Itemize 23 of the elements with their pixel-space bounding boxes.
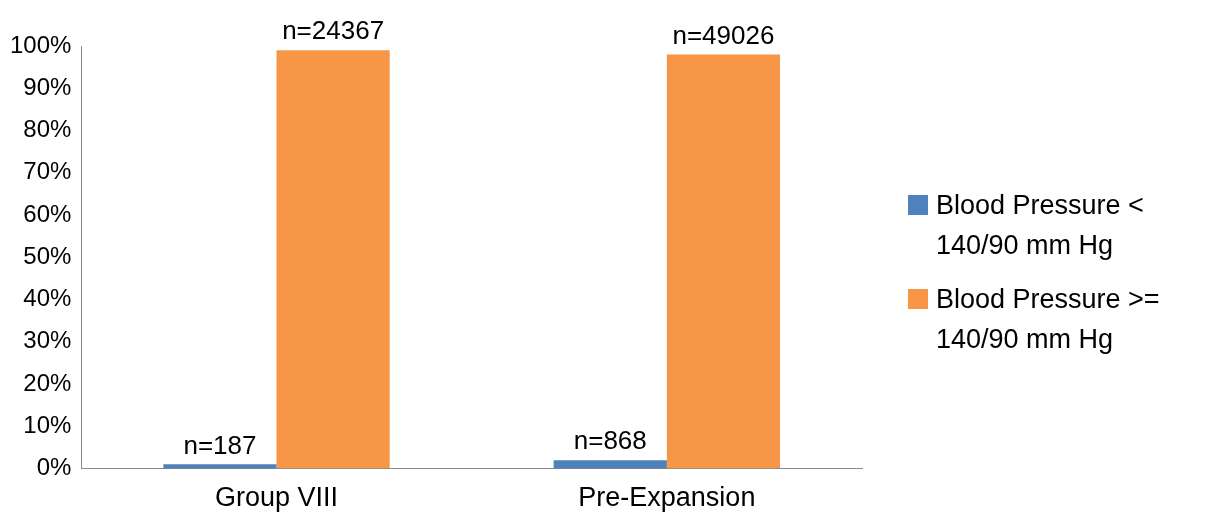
y-tick-label: 50%	[23, 241, 72, 269]
annotation: n=187	[183, 429, 257, 460]
bar	[276, 50, 390, 469]
y-tick-label: 40%	[23, 284, 72, 312]
y-tick-label: 60%	[23, 199, 72, 227]
y-tick-label: 20%	[23, 368, 72, 396]
bar	[553, 460, 667, 469]
legend-label: Blood Pressure >= 140/90 mm Hg	[936, 283, 1161, 356]
annotation: n=24367	[282, 15, 385, 46]
y-tick-label: 10%	[23, 410, 72, 438]
legend-label: Blood Pressure < 140/90 mm Hg	[936, 189, 1145, 262]
annotation: n=868	[573, 425, 647, 456]
annotation: n=49026	[672, 19, 775, 50]
y-tick-label: 70%	[23, 157, 72, 185]
x-tick-label: Group VIII	[215, 482, 339, 513]
y-tick-label: 90%	[23, 72, 72, 100]
bar	[163, 464, 277, 469]
y-tick-label: 80%	[23, 115, 72, 143]
y-tick-label: 30%	[23, 326, 72, 354]
y-tick-label: 0%	[36, 453, 72, 481]
bar	[666, 54, 781, 469]
x-tick-label: Pre-Expansion	[578, 482, 756, 513]
y-tick-label: 100%	[9, 30, 72, 58]
